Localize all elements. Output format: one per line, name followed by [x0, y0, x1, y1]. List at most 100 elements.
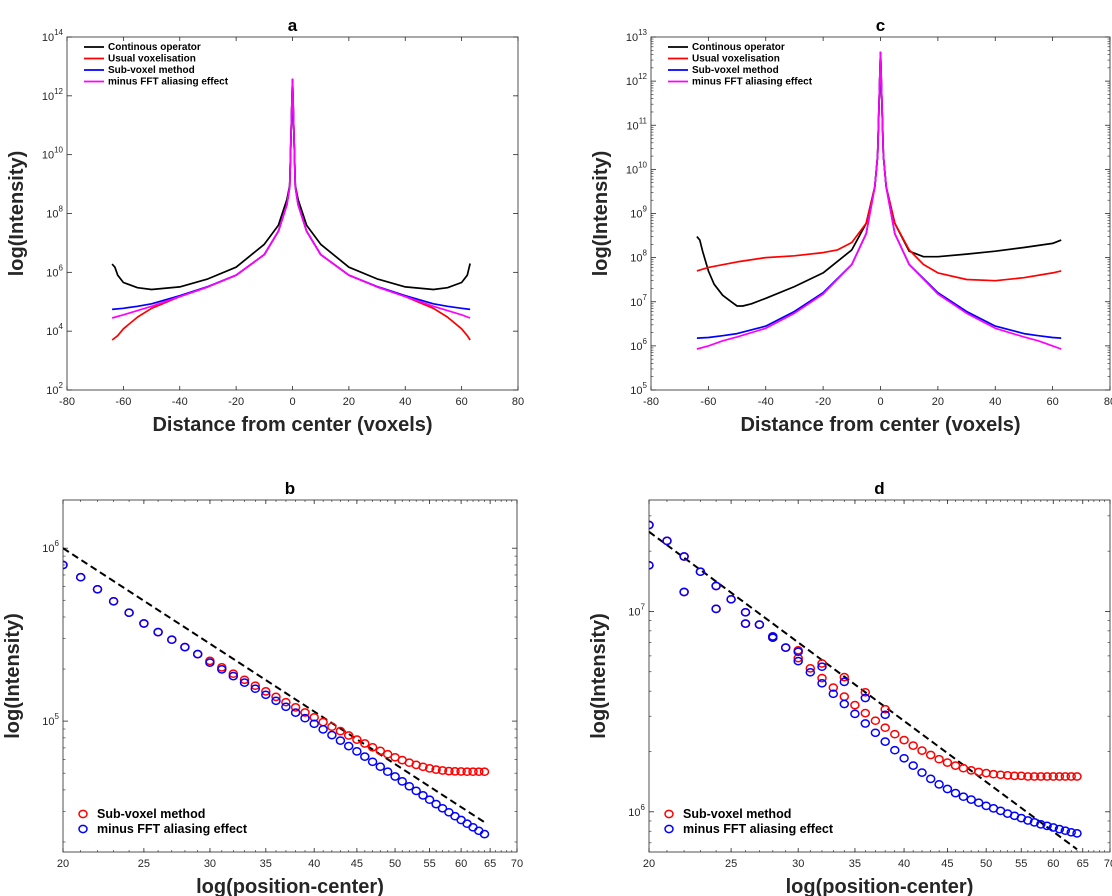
data-point-red [839, 692, 850, 701]
data-point-red [828, 683, 839, 692]
data-point-blue [92, 584, 103, 594]
x-tick-label: 25 [138, 858, 150, 870]
plot-frame [62, 499, 518, 853]
chart-a: -80 -60 -40 -20 0 20 40 60 801021041061081010101… [6, 16, 524, 436]
data-point-red [431, 765, 441, 774]
data-point-blue [335, 736, 346, 745]
data-point-red [462, 767, 472, 777]
data-point-blue [711, 581, 721, 591]
data-point-red [239, 675, 250, 685]
y-tick-exponent: 6 [641, 803, 646, 812]
data-point-blue [1066, 827, 1076, 837]
data-point-blue [418, 791, 428, 800]
data-point-red [942, 758, 953, 767]
data-point-red [367, 742, 378, 752]
data-point-blue [768, 633, 778, 643]
data-point-red [817, 659, 827, 668]
y-tick-exponent: 12 [638, 72, 647, 81]
y-tick-base: 10 [42, 716, 54, 728]
x-tick-label: 80 [1104, 396, 1112, 408]
series-line-4 [696, 51, 1062, 350]
data-point-red [479, 767, 490, 777]
y-tick-label: 106 [46, 263, 63, 279]
x-tick-label: 0 [289, 396, 295, 408]
data-point-blue [75, 572, 86, 582]
data-point-blue [973, 798, 984, 808]
data-point-red [1016, 771, 1027, 781]
x-tick-label: 55 [1015, 858, 1027, 870]
data-point-blue [468, 822, 478, 832]
plot-area [649, 520, 1082, 851]
x-tick-label: -20 [815, 396, 831, 408]
panel-title: d [874, 479, 884, 498]
data-point-blue [925, 774, 936, 784]
x-tick-label: -80 [59, 396, 75, 408]
data-point-blue [63, 560, 68, 570]
y-tick-base: 10 [630, 385, 642, 397]
data-point-blue [1029, 818, 1040, 827]
legend-label: Usual voxelisation [692, 54, 780, 65]
legend-label: minus FFT aliasing effect [97, 822, 248, 836]
data-point-blue [343, 741, 354, 751]
x-tick-label: -40 [758, 396, 774, 408]
data-point-red [228, 669, 239, 679]
y-tick-exponent: 11 [639, 116, 648, 125]
x-axis-label: Distance from center (voxels) [152, 414, 432, 436]
data-point-blue [754, 620, 765, 629]
data-point-blue [817, 678, 827, 688]
y-tick-exponent: 7 [641, 602, 646, 611]
data-point-red [890, 729, 900, 739]
chart-d: 2025303540455055606570106107dlog(positio… [588, 479, 1112, 896]
data-point-blue [880, 737, 890, 746]
data-point-blue [942, 784, 953, 794]
data-point-blue [740, 607, 751, 617]
data-point-blue [180, 642, 190, 652]
data-point-blue [908, 761, 918, 770]
data-point-red [360, 739, 370, 748]
data-point-red [934, 754, 944, 764]
legend-label: minus FFT aliasing effect [683, 822, 834, 836]
y-tick-label: 104 [46, 322, 63, 338]
y-tick-label: 109 [630, 205, 647, 221]
data-point-blue [327, 730, 337, 740]
data-point-blue [375, 762, 386, 772]
data-point-red [382, 749, 393, 759]
y-tick-base: 10 [46, 267, 58, 279]
y-tick-base: 10 [630, 297, 642, 309]
data-point-blue [192, 649, 203, 659]
y-axis-label: log(Intensity) [588, 613, 610, 739]
data-point-blue [390, 772, 400, 781]
data-point-red [925, 750, 936, 760]
data-point-red [1072, 772, 1082, 781]
data-point-blue [397, 777, 407, 786]
data-point-blue [167, 635, 177, 645]
y-tick-exponent: 8 [643, 249, 648, 258]
y-tick-label: 1012 [626, 72, 648, 88]
data-point-red [474, 767, 484, 777]
y-tick-base: 10 [46, 209, 58, 221]
x-tick-label: 30 [792, 858, 804, 870]
data-point-red [950, 761, 961, 770]
legend-label: Continous operator [108, 42, 201, 53]
data-point-red [450, 767, 460, 776]
data-point-red [1048, 772, 1059, 781]
data-point-red [880, 704, 890, 714]
data-point-blue [793, 647, 803, 657]
data-point-blue [479, 829, 490, 839]
x-tick-label: 40 [898, 858, 910, 870]
panel-title: b [285, 479, 295, 498]
data-point-blue [318, 725, 328, 734]
x-tick-label: 30 [204, 858, 216, 870]
data-point-red [817, 673, 827, 683]
y-tick-exponent: 10 [638, 160, 647, 169]
data-point-blue [793, 656, 803, 666]
legend-label: Usual voxelisation [108, 54, 196, 65]
data-point-blue [839, 699, 850, 709]
chart-c: -80-60-40-200204060801051061071081091010… [590, 16, 1112, 436]
x-tick-label: 20 [57, 858, 69, 870]
data-point-blue [695, 567, 706, 577]
y-tick-base: 10 [42, 150, 54, 162]
x-tick-label: 20 [932, 396, 944, 408]
data-point-blue [309, 719, 319, 729]
